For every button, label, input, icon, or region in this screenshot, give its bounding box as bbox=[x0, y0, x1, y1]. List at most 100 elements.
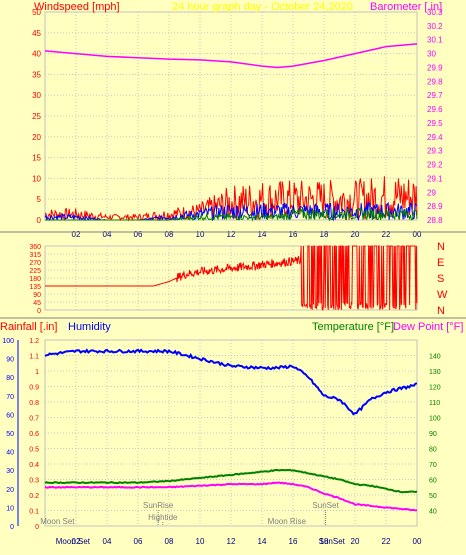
x-tick-label: 06 bbox=[134, 230, 143, 239]
x-tick-label: 10 bbox=[196, 230, 205, 239]
x-tick-label: 10 bbox=[196, 537, 205, 546]
annotation-label: Moon Rise bbox=[268, 517, 307, 526]
y-tick-label: 180 bbox=[29, 276, 41, 283]
y-tick-label: 0.8 bbox=[29, 400, 39, 407]
y-left2-tick-label: 30 bbox=[6, 468, 14, 475]
y2-tick-label: 80 bbox=[429, 447, 437, 454]
y-left2-tick-label: 50 bbox=[6, 431, 14, 438]
y-tick-label: 0.1 bbox=[29, 509, 39, 516]
x-tick-label: 12 bbox=[227, 537, 236, 546]
y-tick-label: 15 bbox=[32, 154, 41, 163]
chart-title: 24 hour graph day - October 24,2020 bbox=[172, 1, 353, 13]
x-tick-label: 00 bbox=[413, 230, 422, 239]
y-tick-label: 40 bbox=[32, 50, 41, 59]
y2-tick-label: 100 bbox=[429, 416, 441, 423]
x-tick-label: 06 bbox=[134, 537, 143, 546]
y2-tick-label: 50 bbox=[429, 493, 437, 500]
barometer-axis-title: Barometer [.in] bbox=[370, 1, 442, 13]
x-tick-label: 18 bbox=[320, 537, 329, 546]
x-tick-label: 16 bbox=[289, 230, 298, 239]
y2-tick-label: 30.2 bbox=[427, 22, 443, 31]
direction-label: E bbox=[437, 257, 444, 269]
y2-tick-label: 29.6 bbox=[427, 105, 443, 114]
windspeed-axis-title: Windspeed [mph] bbox=[34, 1, 120, 13]
y-left2-tick-label: 10 bbox=[6, 505, 14, 512]
y2-tick-label: 29.5 bbox=[427, 119, 443, 128]
y-tick-label: 5 bbox=[37, 195, 42, 204]
y-tick-label: 1.1 bbox=[29, 354, 39, 361]
y-tick-label: 0 bbox=[37, 216, 42, 225]
y2-tick-label: 29.3 bbox=[427, 147, 443, 156]
x-tick-label: 14 bbox=[258, 537, 267, 546]
x-tick-label: 12 bbox=[227, 230, 236, 239]
y-tick-label: 0.6 bbox=[29, 431, 39, 438]
y-tick-label: 0 bbox=[35, 524, 39, 531]
x-tick-label: 18 bbox=[320, 230, 329, 239]
x-tick-label: 02 bbox=[72, 230, 81, 239]
y2-tick-label: 29.7 bbox=[427, 91, 443, 100]
y-tick-label: 0.5 bbox=[29, 447, 39, 454]
direction-label: N bbox=[437, 241, 445, 253]
y-tick-label: 360 bbox=[29, 244, 41, 251]
temperature-humidity-panel: Moon Set SunRise Hightide Moon Rise SunSet Mo… bbox=[2, 338, 440, 546]
y-left2-tick-label: 0 bbox=[10, 524, 14, 531]
y-tick-label: 25 bbox=[32, 112, 41, 121]
y-left2-tick-label: 100 bbox=[2, 338, 14, 345]
y2-tick-label: 110 bbox=[429, 400, 440, 407]
y-tick-label: 0.3 bbox=[29, 478, 39, 485]
y-tick-label: 1 bbox=[35, 369, 39, 376]
y2-tick-label: 40 bbox=[429, 509, 437, 516]
y2-tick-label: 29.1 bbox=[427, 174, 443, 183]
annotation-label: Moon Set bbox=[56, 537, 91, 546]
x-tick-label: 14 bbox=[258, 230, 267, 239]
annotation-label: SunRise bbox=[143, 501, 174, 510]
y-tick-label: 0.7 bbox=[29, 416, 39, 423]
humidity-axis-title: Humidity bbox=[68, 321, 111, 333]
y-tick-label: 20 bbox=[32, 133, 41, 142]
y-left2-tick-label: 90 bbox=[6, 357, 14, 364]
y-left2-tick-label: 70 bbox=[6, 394, 14, 401]
y2-tick-label: 90 bbox=[429, 431, 437, 438]
x-tick-label: 22 bbox=[382, 537, 391, 546]
series-line-wind bbox=[44, 176, 418, 222]
y-tick-label: 45 bbox=[33, 300, 41, 307]
y2-tick-label: 29.4 bbox=[427, 133, 443, 142]
series-line-wind bbox=[45, 207, 418, 222]
y-tick-label: 0 bbox=[37, 308, 41, 315]
x-tick-label: 20 bbox=[351, 230, 360, 239]
y-left2-tick-label: 60 bbox=[6, 412, 14, 419]
y-tick-label: 1.2 bbox=[29, 338, 39, 345]
y-tick-label: 315 bbox=[29, 252, 41, 259]
direction-label: N bbox=[437, 305, 445, 317]
wind-barometer-panel: 0 5 10 15 20 25 30 35 40 45 50 28.8 28.9 29 29.1 29.2 2… bbox=[32, 8, 443, 239]
y2-tick-label: 30 bbox=[427, 50, 436, 59]
annotation-label: SunSet bbox=[319, 537, 346, 546]
y2-tick-label: 28.8 bbox=[427, 216, 443, 225]
temperature-axis-title: Temperature [°F] bbox=[312, 321, 394, 333]
y2-tick-label: 70 bbox=[429, 462, 437, 469]
x-tick-label: 04 bbox=[103, 230, 112, 239]
direction-label: W bbox=[437, 289, 448, 301]
y-tick-label: 90 bbox=[33, 292, 41, 299]
y-tick-label: 30 bbox=[32, 91, 41, 100]
series-line-dewpoint bbox=[44, 481, 418, 512]
y-tick-label: 225 bbox=[29, 268, 41, 275]
series-line-direction bbox=[45, 245, 418, 312]
y2-tick-label: 29.8 bbox=[427, 77, 443, 86]
y-left2-tick-label: 20 bbox=[6, 487, 14, 494]
y2-tick-label: 29 bbox=[427, 188, 436, 197]
x-tick-label: 20 bbox=[351, 537, 360, 546]
x-tick-label: 08 bbox=[165, 537, 174, 546]
x-tick-label: 22 bbox=[382, 230, 391, 239]
rainfall-axis-title: Rainfall [.in] bbox=[0, 321, 57, 333]
y2-tick-label: 140 bbox=[429, 354, 441, 361]
series-line-barometer bbox=[44, 43, 418, 69]
y2-tick-label: 30.3 bbox=[427, 8, 443, 17]
series-line-humidity bbox=[44, 348, 418, 416]
annotation-label: SunSet bbox=[312, 501, 339, 510]
y-tick-label: 45 bbox=[32, 29, 41, 38]
y-tick-label: 35 bbox=[32, 70, 41, 79]
y-tick-label: 0.9 bbox=[29, 385, 39, 392]
